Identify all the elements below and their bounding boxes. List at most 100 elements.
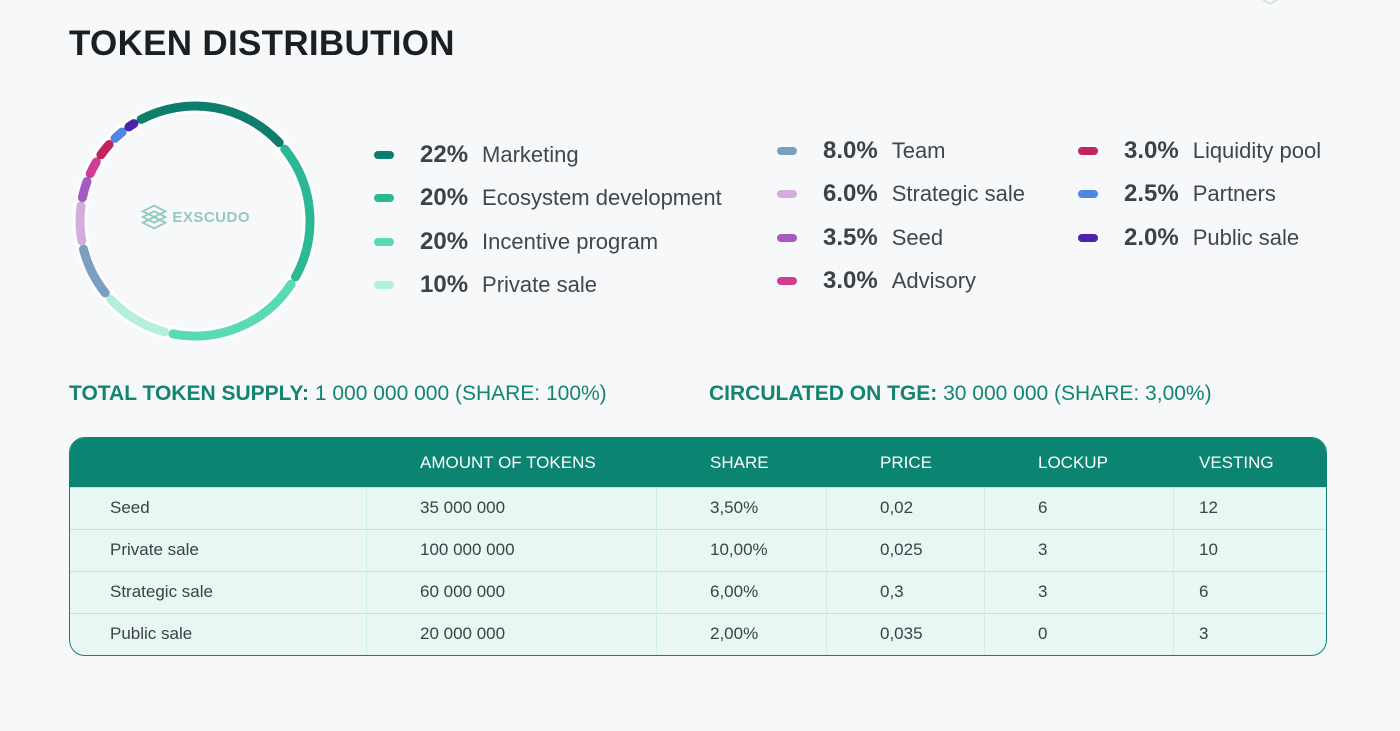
- donut-slice: [75, 201, 87, 246]
- total-supply: TOTAL TOKEN SUPPLY: 1 000 000 000 (SHARE…: [69, 382, 607, 406]
- header-cell: SHARE: [710, 453, 769, 472]
- legend-item: 3.0% Advisory: [777, 266, 976, 296]
- table-cell: 0,025: [880, 540, 923, 559]
- legend-percent: 8.0%: [823, 137, 878, 164]
- tge-supply-value: 30 000 000 (SHARE: 3,00%): [943, 382, 1212, 405]
- legend-swatch: [1078, 190, 1098, 199]
- table-cell: 6: [1199, 582, 1209, 601]
- legend-swatch: [374, 280, 394, 289]
- table-cell: 0,3: [880, 582, 904, 601]
- legend-percent: 6.0%: [823, 180, 878, 208]
- legend-label: Advisory: [891, 267, 977, 293]
- table-cell: 0,02: [880, 498, 914, 517]
- donut-slice: [96, 139, 114, 160]
- legend-label: Team: [891, 138, 946, 163]
- donut-chart: [60, 86, 330, 356]
- legend-swatch: [777, 190, 797, 199]
- legend-item: 2.0% Public sale: [1078, 223, 1299, 253]
- total-supply-value: 1 000 000 000 (SHARE: 100%): [314, 382, 607, 405]
- brand-logo: EXSCUDO: [140, 200, 250, 234]
- legend-item: 3.5% Seed: [777, 223, 943, 253]
- legend-swatch: [777, 276, 797, 285]
- donut-slice: [78, 244, 110, 298]
- hexagon-layers-icon: [140, 204, 168, 230]
- table-row: Strategic sale 60 000 000 6,00% 0,3 3 6: [70, 571, 1326, 613]
- legend-swatch: [777, 147, 797, 155]
- donut-slice: [168, 279, 296, 341]
- table-cell: Public sale: [110, 624, 193, 643]
- table-cell: Private sale: [110, 540, 199, 559]
- table-cell: 6: [1038, 498, 1048, 517]
- table-cell: Strategic sale: [110, 582, 213, 601]
- legend-swatch: [1078, 233, 1098, 242]
- legend-swatch: [1078, 147, 1098, 155]
- legend-label: Private sale: [482, 271, 597, 297]
- legend-percent: 10%: [420, 270, 469, 298]
- table-cell: 10,00%: [710, 540, 768, 559]
- legend-percent: 2.5%: [1124, 180, 1179, 208]
- legend-swatch: [374, 194, 394, 203]
- donut-slice: [136, 101, 284, 148]
- table-cell: 3: [1038, 582, 1048, 601]
- tge-supply-label: CIRCULATED ON TGE:: [709, 382, 938, 405]
- legend-percent: 20%: [420, 184, 469, 212]
- donut-slice: [280, 144, 315, 282]
- legend-item: 22% Marketing: [374, 140, 579, 170]
- legend-label: Partners: [1192, 181, 1276, 207]
- donut-slice: [106, 294, 170, 337]
- legend-percent: 2.0%: [1124, 223, 1179, 251]
- legend-label: Marketing: [482, 142, 579, 167]
- token-sale-table: AMOUNT OF TOKENS SHARE PRICE LOCKUP VEST…: [69, 437, 1327, 656]
- legend-label: Public sale: [1192, 224, 1300, 250]
- legend-percent: 3.0%: [823, 266, 878, 294]
- table-cell: 35 000 000: [420, 498, 506, 517]
- donut-slice: [124, 119, 139, 132]
- legend-percent: 20%: [420, 227, 469, 255]
- total-supply-label: TOTAL TOKEN SUPPLY:: [69, 382, 309, 405]
- legend-swatch: [777, 233, 797, 242]
- legend-item: 2.5% Partners: [1078, 179, 1276, 209]
- header-cell: AMOUNT OF TOKENS: [420, 453, 596, 472]
- table-cell: 3: [1199, 624, 1209, 643]
- table-cell: 3: [1038, 540, 1048, 559]
- table-cell: 2,00%: [710, 624, 759, 643]
- legend-item: 20% Incentive program: [374, 227, 658, 257]
- brand-name: EXSCUDO: [172, 208, 250, 226]
- table-header: AMOUNT OF TOKENS SHARE PRICE LOCKUP VEST…: [70, 438, 1326, 487]
- legend-item: 20% Ecosystem development: [374, 183, 722, 213]
- table-cell: 100 000 000: [420, 540, 515, 559]
- header-cell: PRICE: [880, 453, 932, 472]
- donut-slice: [85, 157, 101, 179]
- legend-item: 6.0% Strategic sale: [777, 179, 1025, 209]
- legend-percent: 3.0%: [1124, 137, 1179, 164]
- legend-item: 8.0% Team: [777, 136, 946, 166]
- legend-item: 10% Private sale: [374, 270, 597, 300]
- legend-swatch: [374, 151, 394, 159]
- tge-supply: CIRCULATED ON TGE: 30 000 000 (SHARE: 3,…: [709, 382, 1212, 406]
- legend-item: 3.0% Liquidity pool: [1078, 136, 1321, 166]
- table-row: Public sale 20 000 000 2,00% 0,035 0 3: [70, 613, 1326, 655]
- header-cell: VESTING: [1199, 453, 1274, 472]
- table-cell: 3,50%: [710, 498, 759, 517]
- table-row: Private sale 100 000 000 10,00% 0,025 3 …: [70, 529, 1326, 571]
- table-cell: Seed: [110, 498, 150, 517]
- page-title: TOKEN DISTRIBUTION: [69, 24, 455, 63]
- legend-label: Ecosystem development: [482, 185, 722, 211]
- legend-percent: 22%: [420, 141, 469, 168]
- table-cell: 10: [1199, 540, 1218, 559]
- legend-percent: 3.5%: [823, 223, 878, 251]
- corner-logo-icon: [1261, 0, 1279, 5]
- legend-label: Seed: [891, 224, 944, 250]
- table-row: Seed 35 000 000 3,50% 0,02 6 12: [70, 487, 1326, 529]
- donut-slice: [77, 176, 92, 203]
- table-cell: 12: [1199, 498, 1218, 517]
- donut-slice: [110, 127, 127, 143]
- table-cell: 20 000 000: [420, 624, 506, 643]
- legend-label: Strategic sale: [891, 181, 1025, 207]
- table-cell: 0: [1038, 624, 1048, 643]
- legend-label: Liquidity pool: [1192, 138, 1322, 163]
- table-cell: 6,00%: [710, 582, 759, 601]
- legend-label: Incentive program: [482, 228, 659, 254]
- header-cell: LOCKUP: [1038, 453, 1108, 472]
